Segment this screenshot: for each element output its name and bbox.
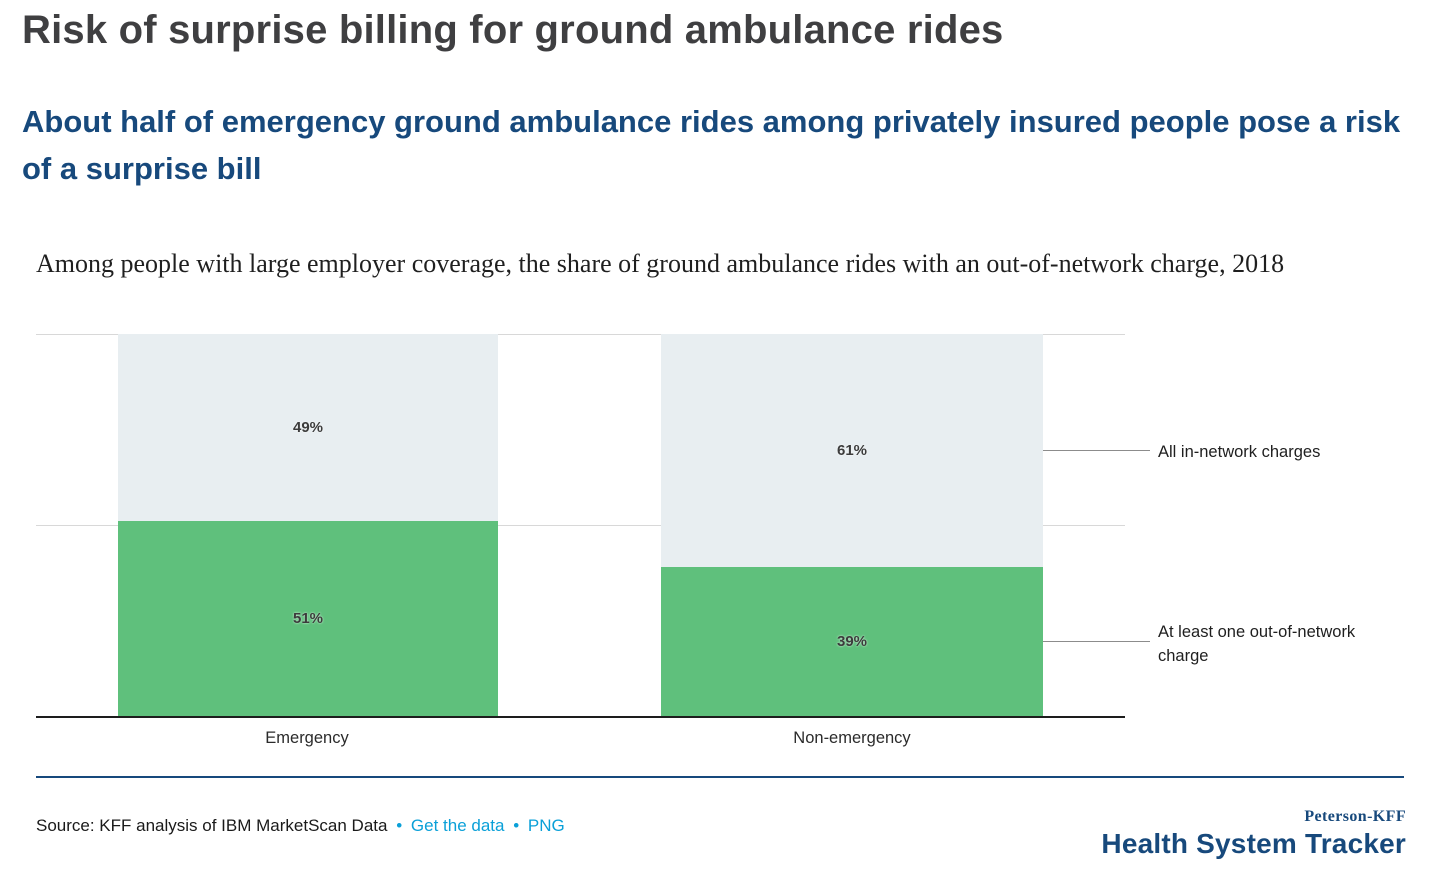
bar-emergency: 49% 51%: [118, 334, 498, 716]
separator-dot: •: [513, 816, 520, 835]
page-title: Risk of surprise billing for ground ambu…: [22, 8, 1004, 52]
png-download-link[interactable]: PNG: [527, 816, 565, 835]
bar-segment-emergency-in-network: 49%: [118, 334, 498, 522]
bar-value-label: 61%: [836, 442, 868, 460]
footer-divider: [36, 776, 1404, 778]
logo-peterson-kff: Peterson-KFF: [1304, 808, 1406, 825]
source-text: Source: KFF analysis of IBM MarketScan D…: [36, 816, 388, 835]
chart-description: Among people with large employer coverag…: [36, 249, 1285, 278]
bar-segment-non-emergency-in-network: 61%: [661, 334, 1043, 568]
gridline-50: [36, 525, 1125, 526]
bar-value-label: 39%: [836, 633, 868, 651]
bar-segment-non-emergency-out-of-network: 39%: [661, 567, 1043, 716]
annotation-label-in-network: All in-network charges: [1158, 443, 1321, 461]
bar-value-label: 49%: [292, 419, 324, 437]
x-axis-label-non-emergency: Non-emergency: [793, 729, 911, 747]
annotation-line-in-network: [1043, 450, 1150, 451]
source-line: Source: KFF analysis of IBM MarketScan D…: [36, 816, 565, 836]
health-system-tracker-logo: Peterson-KFF Health System Tracker: [1101, 808, 1406, 860]
page-subtitle: About half of emergency ground ambulance…: [22, 104, 1401, 187]
separator-dot: •: [396, 816, 403, 835]
gridline-100: [36, 334, 1125, 335]
bar-segment-emergency-out-of-network: 51%: [118, 521, 498, 716]
get-the-data-link[interactable]: Get the data: [410, 816, 505, 835]
bar-value-label: 51%: [292, 610, 324, 628]
annotation-label-out-of-network: At least one out-of-network charge: [1158, 623, 1356, 665]
logo-health-system-tracker: Health System Tracker: [1101, 828, 1406, 859]
stacked-bar-chart: 49% 51% 61% 39%: [36, 334, 1125, 718]
bar-non-emergency: 61% 39%: [661, 334, 1043, 716]
annotation-line-out-of-network: [1043, 641, 1150, 642]
x-axis-line: [36, 716, 1125, 718]
x-axis-label-emergency: Emergency: [265, 729, 349, 747]
